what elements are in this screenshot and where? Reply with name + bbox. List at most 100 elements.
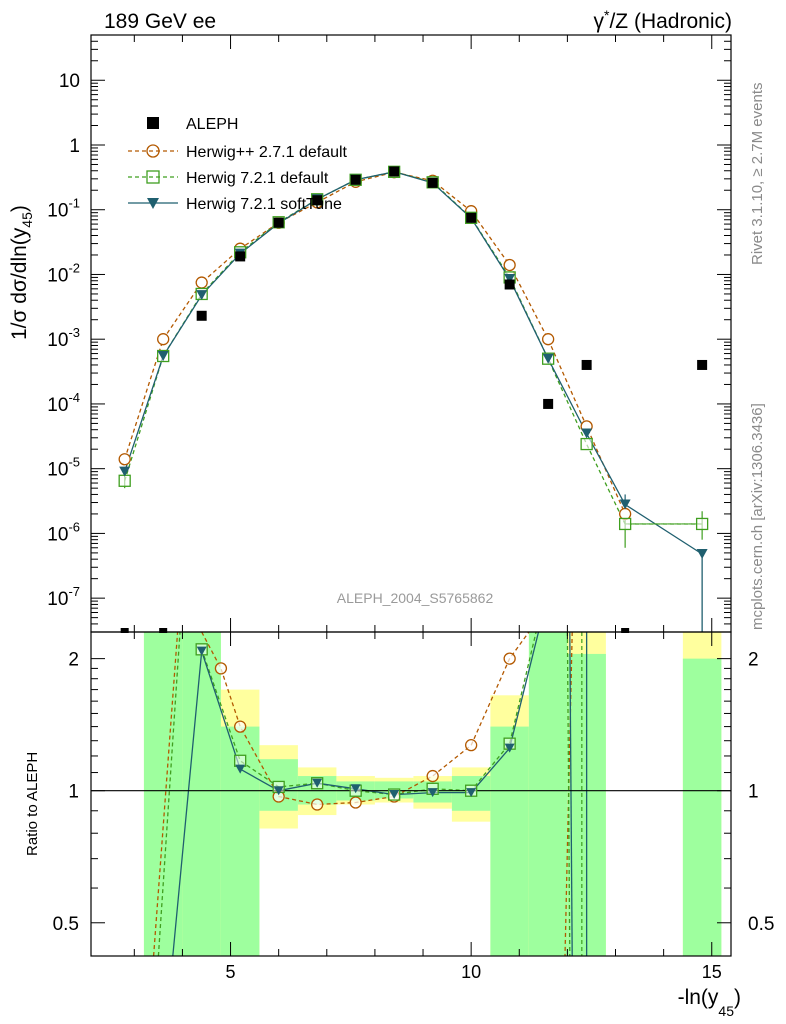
main-plot-series — [118, 165, 709, 633]
mcplots-label: mcplots.cern.ch [arXiv:1306.3436] — [749, 403, 766, 630]
aleph-point — [543, 398, 554, 409]
h721-ratio-steep — [566, 631, 571, 957]
herwigpp-point — [503, 258, 516, 272]
softtune-ratio-point — [504, 743, 515, 753]
softtune-ratio-point — [235, 764, 246, 774]
softtune-point — [619, 499, 631, 510]
softtune-ratio-point — [427, 788, 438, 798]
aleph-point — [350, 174, 361, 185]
softtune-point — [157, 351, 169, 362]
softtune-line — [124, 171, 703, 555]
softtune-ratio-point — [389, 790, 400, 800]
herwigpp-ratio-point — [234, 720, 247, 733]
softtune-ratio-point — [196, 646, 207, 656]
legend-h721-marker — [146, 170, 160, 184]
herwigpp-point — [118, 453, 131, 466]
analysis-watermark: ALEPH_2004_S5765862 — [337, 590, 494, 606]
legend-aleph-marker — [147, 117, 159, 129]
ratio-band-green — [682, 658, 722, 956]
x-tick-label: 10 — [461, 962, 481, 982]
aleph-point — [466, 212, 477, 223]
herwigpp-point — [157, 333, 170, 346]
herwigpp-ratio-point — [503, 652, 516, 665]
softtune-point — [196, 290, 208, 301]
x-tick-label: 15 — [702, 962, 722, 982]
softtune-point — [119, 466, 131, 477]
legend-h721-label: Herwig 7.2.1 default — [186, 170, 329, 187]
ratio-y-tick-label-right: 1 — [748, 782, 759, 803]
ratio-band-green — [490, 726, 529, 956]
aleph-point — [697, 359, 708, 370]
h721-point — [580, 437, 593, 451]
h721-ratio-steep — [157, 631, 181, 957]
softtune-ratio-point — [312, 778, 323, 788]
herwigpp-ratio-point — [349, 796, 362, 809]
softtune-ratio-point — [350, 784, 361, 794]
legend-soft-marker — [147, 198, 159, 209]
aleph-point — [427, 177, 438, 188]
main-y-tick-label: 1 — [69, 136, 80, 157]
legend-herwigpp-label: Herwig++ 2.7.1 default — [186, 144, 348, 161]
softtune-ratio-point — [466, 788, 477, 798]
ratio-y-tick-label-right: 0.5 — [748, 914, 774, 935]
aleph-point — [235, 251, 246, 262]
header-energy-label: 189 GeV ee — [104, 10, 216, 33]
herwigpp-point — [618, 507, 632, 521]
ratio-y-tick-label-right: 2 — [748, 650, 759, 671]
main-y-tick-label: 10 — [59, 71, 80, 92]
h721-point — [118, 474, 131, 487]
ratio-y-axis-label: Ratio to ALEPH — [24, 752, 41, 856]
herwigpp-ratio-point — [311, 798, 324, 811]
main-y-tick-label: 10-1 — [47, 196, 80, 222]
ratio-plot-frame — [90, 631, 732, 957]
main-y-tick-label: 10-7 — [47, 584, 80, 610]
main-y-tick-label: 10-5 — [47, 455, 80, 481]
h721-point — [618, 517, 632, 531]
herwigpp-line — [124, 171, 626, 515]
main-y-tick-label: 10-4 — [47, 390, 80, 416]
softtune-point — [581, 428, 593, 439]
softtune-point — [542, 353, 554, 364]
h721-line — [124, 171, 703, 525]
legend-herwigpp-marker — [146, 144, 160, 158]
rivet-version-label: Rivet 3.1.10, ≥ 2.7M events — [749, 83, 766, 266]
h721-ratio-line — [201, 631, 537, 796]
main-y-tick-label: 10-6 — [47, 519, 80, 545]
main-y-axis-label: 1/σ dσ/dln(y45) — [8, 205, 35, 340]
softtune-point — [504, 274, 516, 285]
softtune-ratio-point — [273, 786, 284, 796]
aleph-point — [389, 166, 400, 177]
aleph-point — [273, 217, 284, 228]
herwigpp-ratio-point — [214, 662, 228, 675]
x-axis-label: -ln(y45) — [678, 986, 741, 1019]
ratio-band-green — [143, 632, 183, 956]
aleph-point-offscale — [120, 628, 129, 633]
herwigpp-point — [195, 276, 208, 289]
aleph-point — [312, 195, 323, 206]
h721-point — [695, 517, 709, 531]
herwigpp-point — [541, 333, 555, 346]
main-y-tick-label: 10-2 — [47, 260, 80, 286]
legend: ALEPH Herwig++ 2.7.1 default Herwig 7.2.… — [128, 116, 348, 213]
herwigpp-ratio-steep — [152, 631, 179, 957]
axes: 5 10 15 10-7 10-6 10-5 10-4 10-3 10-2 10-1 1 10 0.5 0… — [47, 34, 774, 982]
softtune-ratio-steep — [569, 631, 573, 957]
aleph-point — [196, 310, 207, 321]
softtune-point — [696, 549, 708, 560]
ratio-band-green — [528, 632, 568, 956]
header-process-label: γ*/Z (Hadronic) — [594, 7, 732, 33]
aleph-point-offscale — [621, 628, 630, 633]
ratio-y-tick-label-left: 2 — [68, 650, 79, 671]
legend-aleph-label: ALEPH — [186, 116, 238, 133]
aleph-point — [581, 359, 592, 370]
aleph-point-offscale — [159, 628, 168, 633]
ratio-y-tick-label-left: 1 — [68, 782, 79, 803]
herwigpp-ratio-point — [426, 769, 439, 783]
main-y-tick-label: 10-3 — [47, 325, 80, 351]
aleph-point — [504, 279, 515, 290]
ratio-y-tick-label-left: 0.5 — [53, 914, 79, 935]
herwigpp-ratio-point — [465, 739, 478, 752]
ratio-plot-series — [91, 631, 731, 957]
legend-soft-label: Herwig 7.2.1 softTune — [186, 196, 342, 213]
